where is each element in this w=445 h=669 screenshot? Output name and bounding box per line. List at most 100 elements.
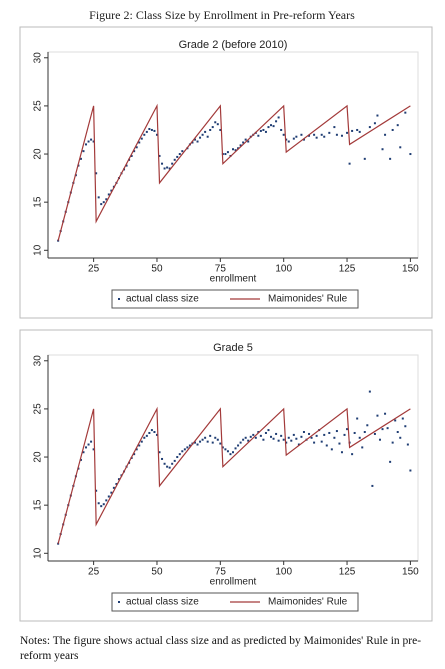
- data-point: [409, 469, 412, 472]
- data-point: [386, 427, 389, 430]
- data-point: [232, 148, 234, 151]
- data-point: [216, 123, 219, 126]
- data-point: [138, 444, 141, 447]
- data-point: [168, 466, 171, 469]
- data-point: [396, 124, 399, 127]
- data-point: [237, 444, 240, 447]
- data-point: [148, 431, 151, 434]
- y-tick-label: 25: [33, 403, 44, 415]
- y-tick-label: 30: [33, 52, 44, 64]
- data-point: [252, 433, 255, 436]
- legend-label: actual class size: [126, 597, 199, 608]
- data-point: [82, 451, 85, 454]
- data-point: [150, 429, 153, 432]
- data-point: [358, 436, 361, 439]
- data-point: [270, 435, 273, 438]
- data-point: [376, 114, 379, 117]
- data-point: [229, 453, 232, 456]
- data-point: [145, 434, 148, 437]
- x-tick-label: 50: [151, 264, 163, 275]
- data-point: [224, 448, 227, 451]
- panel: Grade 5 10 15 20 25 30 25 50 75 100 125 150 enrollme…: [19, 329, 433, 622]
- y-tick-label: 10: [33, 547, 44, 559]
- data-point: [79, 157, 82, 160]
- data-point: [323, 135, 326, 138]
- figure-title: Figure 2: Class Size by Enrollment in Pr…: [89, 8, 355, 22]
- data-point: [249, 435, 252, 438]
- data-point: [171, 462, 174, 465]
- data-point: [346, 428, 349, 431]
- data-point: [333, 126, 336, 129]
- data-point: [313, 133, 316, 136]
- data-point: [107, 193, 110, 196]
- data-point: [259, 129, 262, 132]
- data-point: [389, 460, 392, 463]
- data-point: [280, 434, 283, 437]
- data-point: [219, 442, 222, 445]
- data-point: [242, 141, 245, 144]
- data-point: [287, 140, 290, 143]
- data-point: [325, 444, 328, 447]
- data-point: [290, 439, 293, 442]
- data-point: [219, 128, 222, 131]
- data-point: [242, 438, 245, 441]
- data-point: [310, 436, 313, 439]
- data-point: [133, 150, 136, 153]
- data-point: [82, 150, 85, 153]
- data-point: [214, 121, 217, 124]
- y-tick-label: 10: [33, 244, 44, 256]
- data-point: [135, 448, 138, 451]
- x-tick-label: 75: [215, 567, 227, 578]
- data-point: [92, 448, 95, 451]
- data-point: [404, 111, 407, 114]
- legend-label: Maimonides' Rule: [268, 597, 348, 608]
- data-point: [315, 434, 318, 437]
- data-point: [333, 436, 336, 439]
- y-tick-label: 25: [33, 100, 44, 112]
- data-point: [282, 438, 285, 441]
- data-point: [138, 141, 141, 144]
- data-point: [358, 130, 361, 133]
- data-point: [244, 436, 247, 439]
- figure: Figure 2: Class Size by Enrollment in Pr…: [19, 8, 433, 622]
- data-point: [193, 138, 196, 141]
- data-point: [85, 143, 88, 146]
- data-point: [204, 130, 207, 133]
- data-point: [107, 495, 110, 498]
- data-point: [232, 451, 234, 454]
- data-point: [391, 128, 394, 131]
- data-point: [287, 436, 290, 439]
- data-point: [163, 462, 166, 465]
- data-point: [391, 441, 394, 444]
- data-point: [267, 126, 270, 129]
- data-point: [87, 140, 90, 143]
- data-point: [178, 453, 181, 456]
- data-point: [161, 162, 164, 165]
- data-point: [133, 453, 136, 456]
- legend-marker: [118, 298, 120, 300]
- data-point: [378, 438, 381, 441]
- x-tick-label: 150: [402, 264, 419, 275]
- chart-title: Grade 2 (before 2010): [179, 39, 288, 51]
- data-point: [313, 441, 316, 444]
- data-point: [224, 153, 227, 156]
- data-point: [148, 128, 151, 131]
- data-point: [264, 431, 267, 434]
- data-point: [320, 440, 323, 443]
- data-point: [196, 443, 199, 446]
- data-point: [277, 116, 280, 119]
- data-point: [340, 134, 343, 137]
- data-point: [343, 433, 346, 436]
- data-point: [376, 414, 379, 417]
- data-point: [150, 128, 153, 131]
- data-point: [308, 134, 311, 137]
- data-point: [282, 133, 285, 136]
- data-point: [155, 433, 158, 436]
- data-point: [401, 417, 404, 420]
- data-point: [300, 435, 303, 438]
- data-point: [409, 153, 412, 156]
- data-point: [361, 446, 364, 449]
- data-point: [100, 203, 103, 206]
- data-point: [239, 441, 242, 444]
- data-point: [275, 120, 278, 123]
